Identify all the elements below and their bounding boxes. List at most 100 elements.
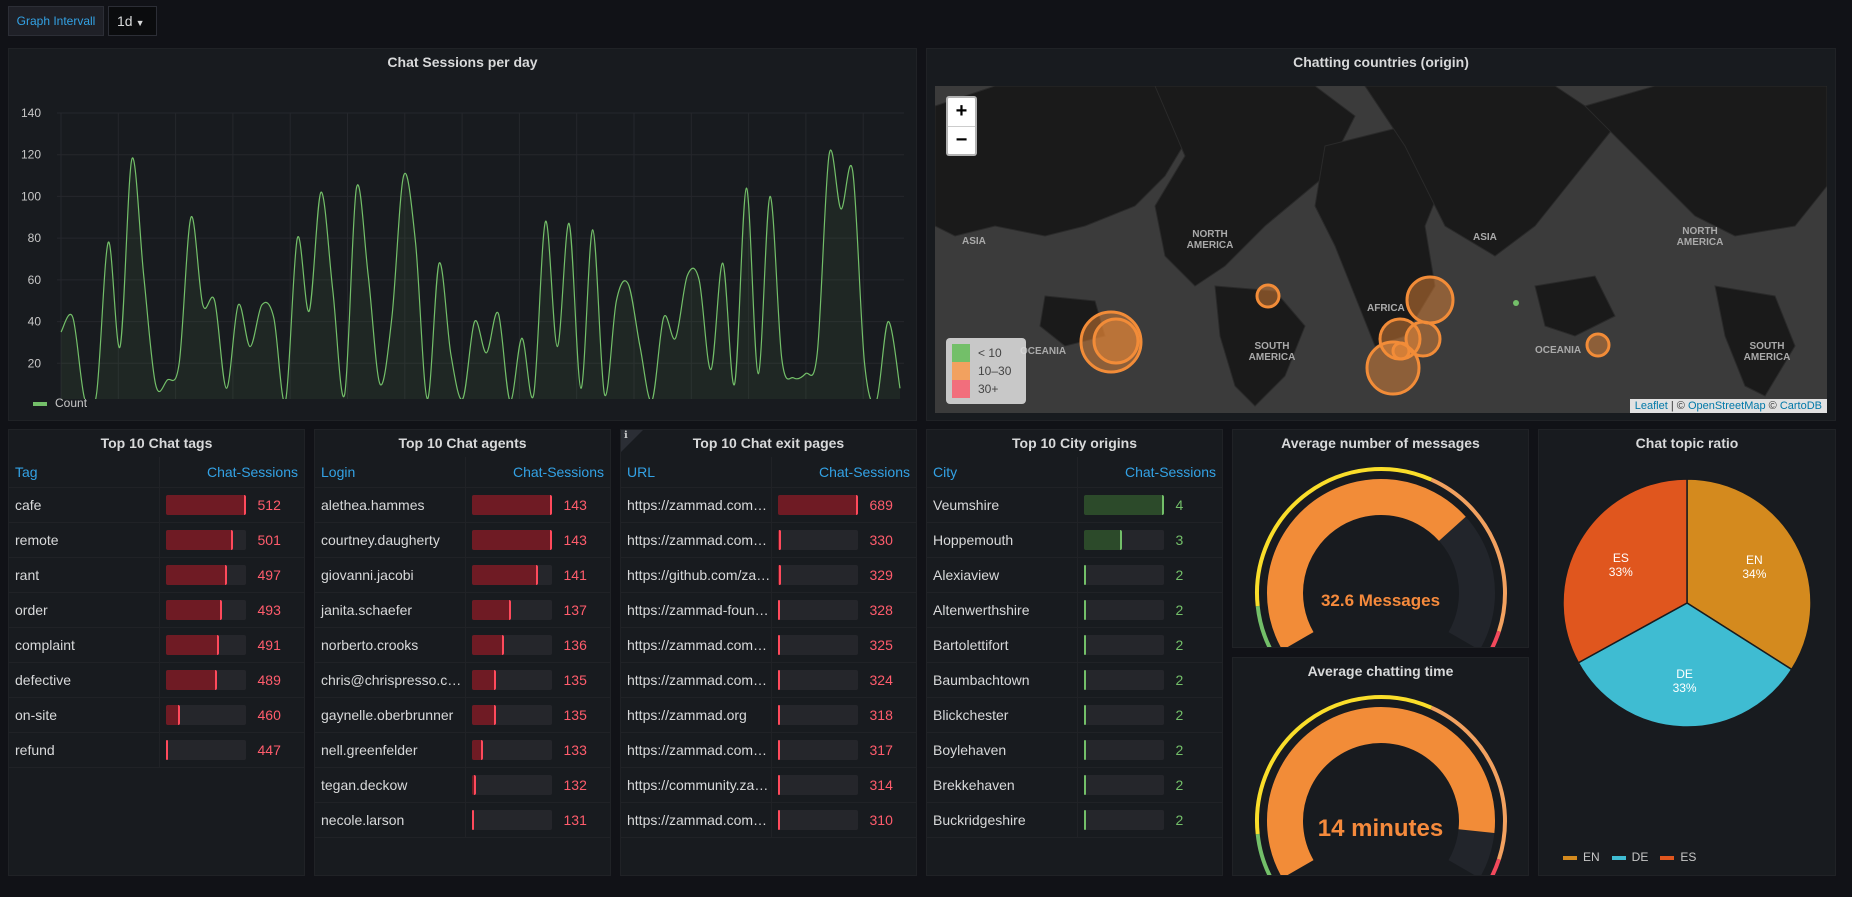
map-legend: < 10 10–30 30+ <box>946 338 1026 404</box>
world-map[interactable]: ASIA NORTH AMERICA SOUTH AMERICA OCEANIA… <box>935 86 1827 413</box>
marker-7[interactable] <box>1365 340 1421 396</box>
osm-link[interactable]: OpenStreetMap <box>1687 400 1766 412</box>
column-header-login[interactable]: Login <box>315 457 466 488</box>
column-header-sessions[interactable]: Chat-Sessions <box>1077 457 1222 488</box>
bar-track <box>777 599 858 620</box>
row-label: https://zammad.com/en/product <box>621 522 772 558</box>
bar-fill <box>777 739 780 760</box>
bar-track <box>471 564 552 585</box>
map-markers <box>1079 275 1611 396</box>
row-label: https://github.com/zammad/zammad <box>621 557 772 593</box>
cities-tbody: Veumshire 4 Hoppemouth 3 Alexiaview 2 Altenwer… <box>927 487 1223 838</box>
carto-link[interactable]: CartoDB <box>1779 400 1822 412</box>
bar-gauge: 132 <box>471 774 611 795</box>
marker-4[interactable] <box>1405 275 1455 325</box>
marker-9[interactable] <box>1585 332 1611 358</box>
bar-track <box>777 564 858 585</box>
bar-track <box>1083 809 1164 830</box>
column-header-url[interactable]: URL <box>621 457 772 488</box>
sessions-panel-title[interactable]: Chat Sessions per day <box>387 54 538 70</box>
bar-gauge: 2 <box>1083 739 1223 760</box>
row-value: 317 <box>869 741 893 758</box>
row-value: 324 <box>869 671 893 688</box>
gauge-value-arc[interactable] <box>1267 707 1495 875</box>
table-row: necole.larson 131 <box>315 802 610 838</box>
column-header-city[interactable]: City <box>927 457 1078 488</box>
marker-10[interactable] <box>1513 300 1519 306</box>
column-header-sessions[interactable]: Chat-Sessions <box>771 457 916 488</box>
legend-item-es[interactable]: ES <box>1660 850 1696 864</box>
y-tick-label: 40 <box>28 315 42 329</box>
row-value: 141 <box>563 566 587 583</box>
row-value: 2 <box>1175 776 1184 793</box>
bar-track <box>1083 704 1164 725</box>
marker-8[interactable] <box>1391 341 1411 361</box>
countries-panel-title[interactable]: Chatting countries (origin) <box>1293 54 1469 70</box>
zoom-out-button[interactable]: − <box>948 126 975 154</box>
row-value: 131 <box>563 811 587 828</box>
bar-track <box>471 494 552 515</box>
bar-gauge: 328 <box>777 599 917 620</box>
bar-gauge: 325 <box>777 634 917 655</box>
marker-1[interactable] <box>1079 310 1143 374</box>
avg-time-title[interactable]: Average chatting time <box>1307 663 1454 679</box>
attribution-sep: | © <box>1667 400 1688 412</box>
agents-panel-title[interactable]: Top 10 Chat agents <box>398 435 527 451</box>
bar-gauge: 329 <box>777 564 917 585</box>
row-label: https://zammad.com/en/blog <box>621 802 772 838</box>
row-value-cell: 2 <box>1077 627 1222 663</box>
legend-item-en[interactable]: EN <box>1563 850 1600 864</box>
topics-panel-title[interactable]: Chat topic ratio <box>1635 435 1739 451</box>
marker-2[interactable] <box>1092 317 1140 365</box>
graph-interval-select[interactable]: 1d ▼ <box>108 6 157 36</box>
info-icon[interactable]: ℹ <box>624 430 628 441</box>
row-value-cell: 310 <box>771 802 916 838</box>
continent-label-south-america-e: SOUTH AMERICA <box>1743 341 1791 363</box>
panel-info-corner[interactable] <box>621 430 643 452</box>
series-line-count[interactable] <box>60 149 901 399</box>
row-label: cafe <box>9 487 160 523</box>
bar-fill <box>471 599 511 620</box>
table-row: janita.schaefer 137 <box>315 592 610 628</box>
table-row: Veumshire 4 <box>927 487 1222 523</box>
cities-panel-title[interactable]: Top 10 City origins <box>1012 435 1137 451</box>
column-header-tag[interactable]: Tag <box>9 457 160 488</box>
pie-percent-de: 33% <box>1673 681 1697 695</box>
bar-gauge: 135 <box>471 704 611 725</box>
zoom-in-button[interactable]: + <box>955 100 968 122</box>
row-value-cell: 317 <box>771 732 916 768</box>
row-label: https://zammad.org <box>621 697 772 733</box>
bar-gauge: 2 <box>1083 774 1223 795</box>
bar-gauge: 314 <box>777 774 917 795</box>
topics-panel: Chat topic ratio EN 34% DE 33% ES 33% EN DE E… <box>1538 429 1836 876</box>
column-header-sessions[interactable]: Chat-Sessions <box>159 457 304 488</box>
marker-3[interactable] <box>1255 283 1281 309</box>
avg-messages-title[interactable]: Average number of messages <box>1281 435 1480 451</box>
table-row: https://zammad.com/en/blog 310 <box>621 802 916 838</box>
table-row: https://zammad.com/en/product 330 <box>621 522 916 558</box>
leaflet-link[interactable]: Leaflet <box>1634 400 1668 412</box>
exits-panel-title[interactable]: Top 10 Chat exit pages <box>692 435 845 451</box>
agents-tbody: alethea.hammes 143 courtney.daugherty 143 gi… <box>315 487 611 838</box>
avg-messages-gauge <box>1255 467 1507 647</box>
sessions-legend[interactable]: Count <box>33 396 87 410</box>
table-row: chris@chrispresso.com 135 <box>315 662 610 698</box>
row-value: 329 <box>869 566 893 583</box>
row-label: https://community.zammad.org <box>621 767 772 803</box>
gauge-value-arc[interactable] <box>1267 479 1466 647</box>
row-label: nell.greenfelder <box>315 732 466 768</box>
gauge-threshold-green <box>1255 833 1272 875</box>
row-label: https://zammad.com/en/pricing <box>621 487 772 523</box>
legend-item-de[interactable]: DE <box>1611 850 1648 864</box>
pie-slice-es[interactable] <box>1562 478 1688 664</box>
tags-panel-title[interactable]: Top 10 Chat tags <box>100 435 213 451</box>
row-value: 137 <box>563 601 587 618</box>
row-value-cell: 460 <box>159 697 304 733</box>
bar-track <box>471 529 552 550</box>
table-row: complaint 491 <box>9 627 304 663</box>
continent-label-africa: AFRICA <box>1367 303 1405 314</box>
column-header-sessions[interactable]: Chat-Sessions <box>465 457 610 488</box>
row-value-cell: 489 <box>159 662 304 698</box>
marker-6[interactable] <box>1404 320 1442 358</box>
